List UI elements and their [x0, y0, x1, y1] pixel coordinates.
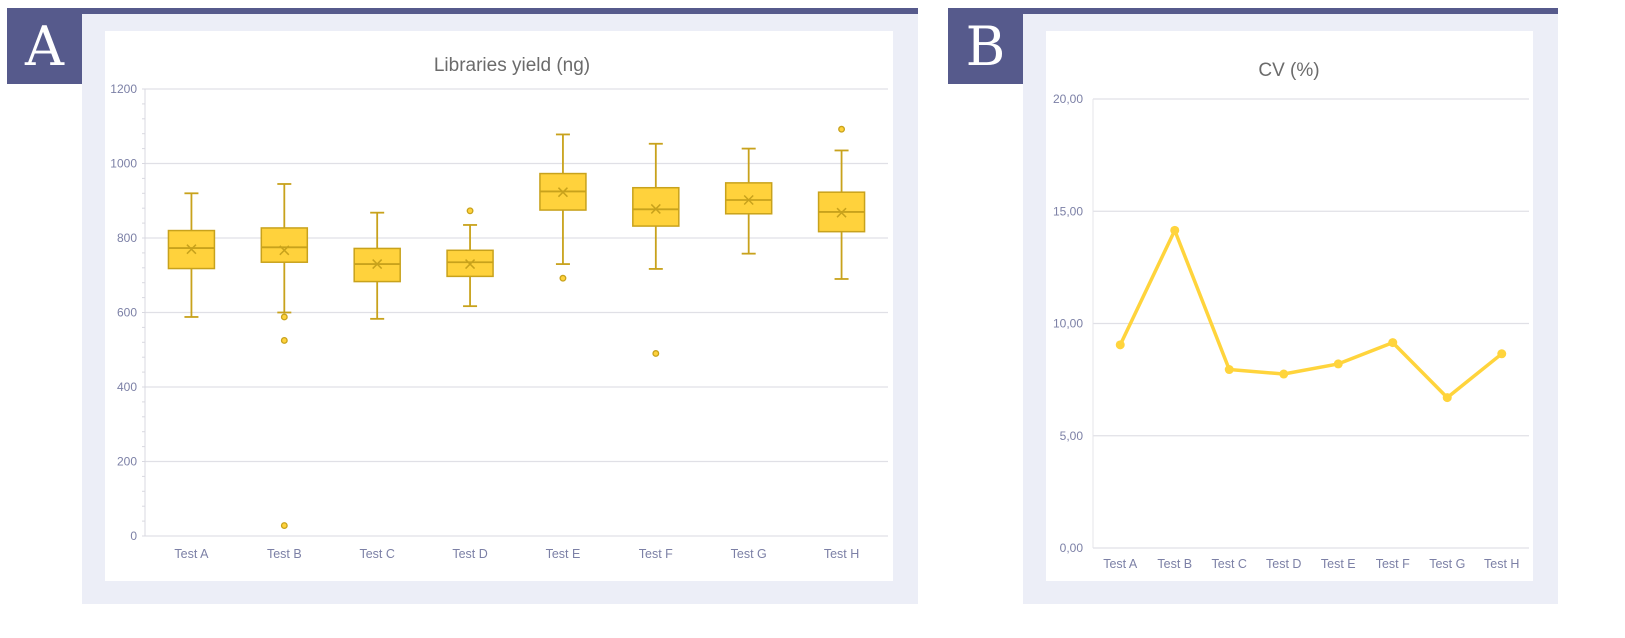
data-point	[1115, 340, 1125, 350]
panel-a-top-bar	[82, 8, 918, 14]
x-tick-label: Test E	[546, 547, 581, 561]
box-iqr	[353, 247, 401, 283]
x-tick-label: Test E	[1321, 557, 1356, 571]
line-chart: CV (%) 0,00 5,00 10,00 15,00 20,00 Test A Test…	[1053, 60, 1529, 571]
x-tick-label: Test F	[1376, 557, 1410, 571]
box-iqr	[260, 227, 309, 263]
line-chart-title: CV (%)	[1258, 60, 1319, 81]
mean-marker	[557, 187, 568, 198]
outlier-point	[280, 336, 288, 344]
box-3	[353, 211, 401, 320]
outlier-point	[652, 350, 660, 357]
y-tick-label: 400	[117, 380, 137, 394]
box-1	[167, 192, 216, 318]
y-tick-label: 10,00	[1053, 317, 1083, 331]
box-iqr	[632, 186, 680, 227]
outlier-point	[466, 207, 474, 215]
y-tick-label: 15,00	[1053, 204, 1083, 218]
panel-a-label: A	[7, 8, 82, 84]
x-tick-label: Test F	[639, 547, 673, 561]
cv-series-line	[1118, 228, 1503, 400]
box-7	[724, 147, 773, 255]
box-5	[539, 133, 587, 282]
outlier-point	[280, 313, 288, 321]
y-tick-label: 0	[130, 529, 137, 543]
panel-b-top-bar	[1023, 8, 1558, 14]
x-tick-label: Test C	[359, 547, 394, 561]
x-tick-label: Test G	[731, 547, 767, 561]
line-chart-card: CV (%) 0,00 5,00 10,00 15,00 20,00 Test A Test…	[1046, 31, 1533, 581]
mean-marker	[186, 244, 197, 255]
x-tick-label: Test A	[174, 547, 209, 561]
x-tick-label: Test D	[1266, 557, 1301, 571]
y-tick-label: 0,00	[1060, 541, 1084, 555]
x-tick-label: Test B	[267, 547, 302, 561]
mean-marker	[743, 194, 754, 206]
box-6	[632, 142, 680, 357]
data-point	[1497, 349, 1507, 359]
x-tick-label: Test B	[1157, 557, 1192, 571]
outlier-point	[280, 522, 288, 530]
data-point	[1224, 365, 1234, 375]
x-tick-label: Test G	[1429, 557, 1465, 571]
mean-marker	[372, 259, 383, 270]
box-chart-title: Libraries yield (ng)	[434, 55, 590, 76]
outlier-point	[838, 125, 846, 133]
box-2	[260, 183, 309, 530]
y-tick-label: 20,00	[1053, 92, 1083, 106]
x-tick-label: Test H	[824, 547, 859, 561]
y-tick-label: 800	[117, 231, 137, 245]
box-8	[817, 125, 866, 280]
mean-marker	[650, 203, 661, 214]
outlier-point	[559, 274, 567, 282]
y-tick-label: 200	[117, 455, 137, 469]
panel-b-label: B	[948, 8, 1023, 84]
y-tick-label: 1200	[110, 82, 137, 96]
box-chart-card: Libraries yield (ng) 0 200 400 600 800 1000 12…	[105, 31, 893, 581]
x-tick-label: Test H	[1484, 557, 1519, 571]
x-tick-label: Test C	[1212, 557, 1247, 571]
data-point	[1170, 225, 1180, 235]
box-plot-chart: Libraries yield (ng) 0 200 400 600 800 1000 12…	[110, 55, 888, 561]
data-point	[1333, 359, 1343, 369]
box-4	[446, 207, 494, 308]
data-point	[1388, 338, 1398, 348]
mean-marker	[465, 259, 476, 270]
data-point	[1279, 369, 1289, 379]
box-iqr	[724, 182, 773, 215]
y-tick-label: 5,00	[1060, 429, 1084, 443]
mean-marker	[279, 245, 290, 256]
mean-marker	[836, 207, 847, 218]
x-tick-label: Test A	[1103, 557, 1138, 571]
y-tick-label: 1000	[110, 157, 137, 171]
x-tick-label: Test D	[452, 547, 487, 561]
y-tick-label: 600	[117, 306, 137, 320]
data-point	[1442, 393, 1452, 403]
